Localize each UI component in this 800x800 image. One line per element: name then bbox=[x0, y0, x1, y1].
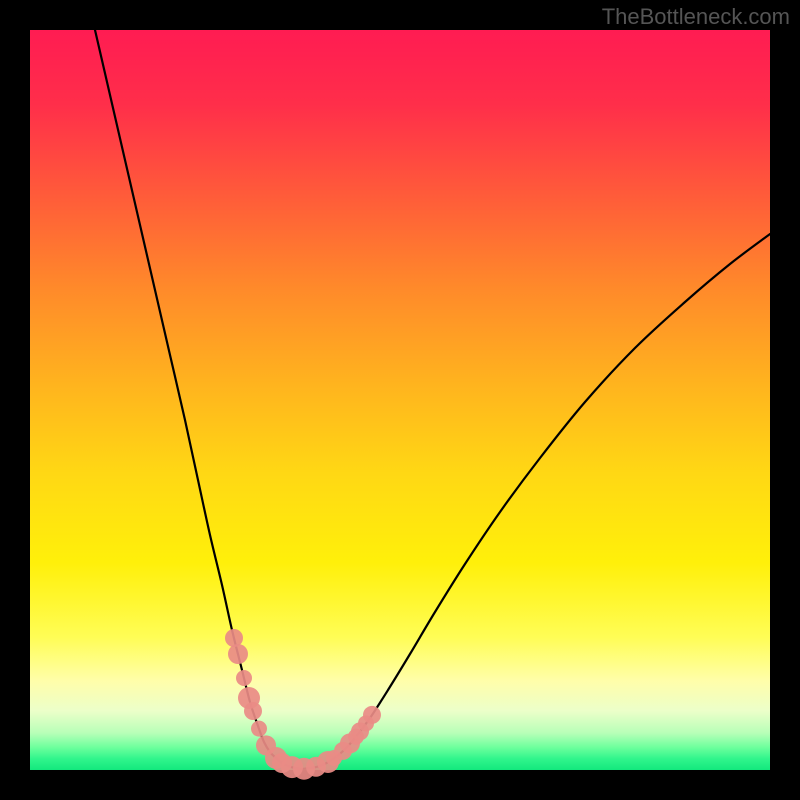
curve-right bbox=[302, 234, 770, 769]
watermark-text: TheBottleneck.com bbox=[602, 4, 790, 30]
chart-overlay bbox=[30, 30, 770, 770]
marker-point bbox=[236, 670, 252, 686]
curve-left bbox=[95, 30, 302, 769]
markers-group bbox=[225, 629, 381, 780]
plot-area bbox=[30, 30, 770, 770]
marker-point bbox=[363, 706, 381, 724]
marker-point bbox=[228, 644, 248, 664]
marker-point bbox=[251, 721, 267, 737]
marker-point bbox=[244, 702, 262, 720]
